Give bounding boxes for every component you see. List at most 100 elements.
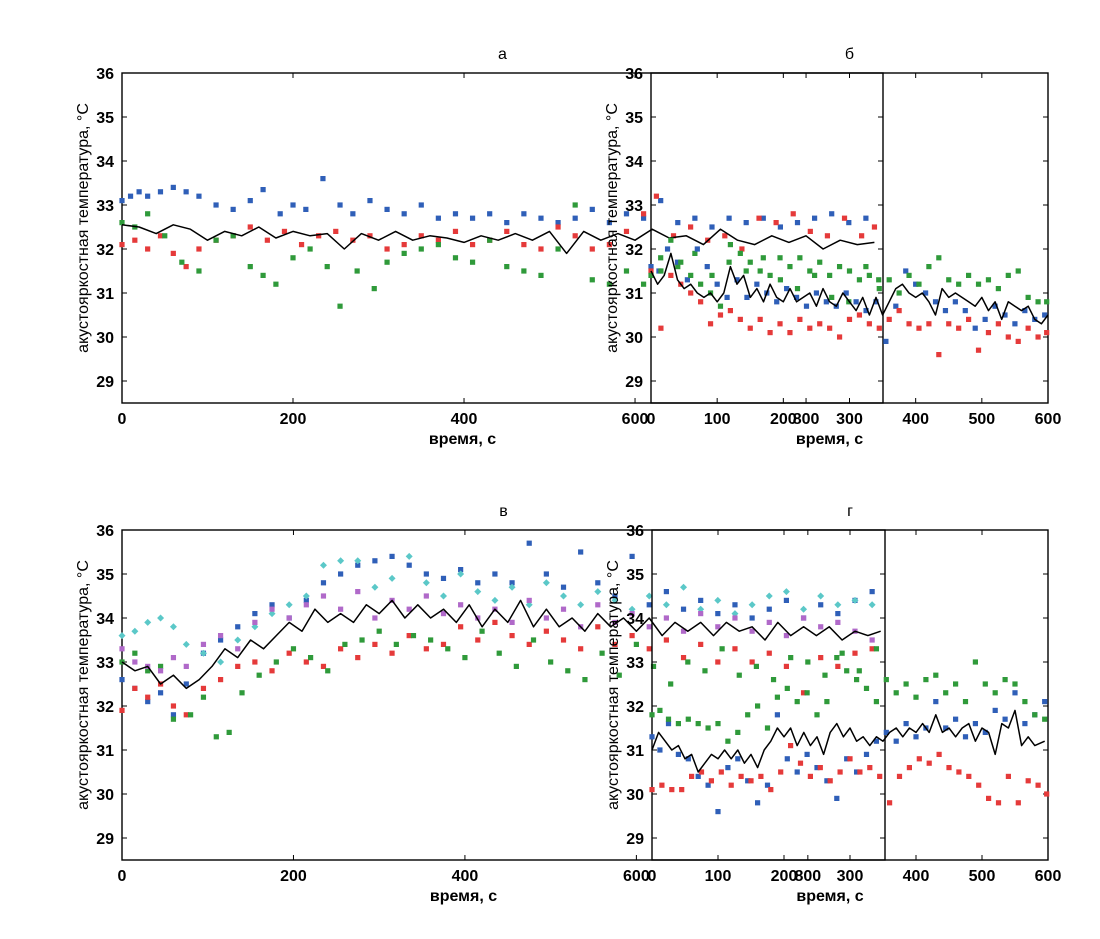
data-point <box>320 580 327 586</box>
data-point <box>649 712 655 718</box>
data-point <box>657 707 663 713</box>
data-point <box>732 646 738 652</box>
data-point <box>281 228 288 234</box>
data-point <box>1035 334 1041 340</box>
data-point <box>946 321 952 327</box>
data-point <box>350 211 356 217</box>
data-point <box>560 637 567 643</box>
data-point <box>663 589 669 595</box>
data-point <box>458 602 464 608</box>
data-point <box>251 623 259 631</box>
plot-frame <box>121 72 884 404</box>
data-point <box>440 611 447 617</box>
data-point <box>213 734 219 740</box>
data-point <box>479 628 485 634</box>
y-tick-label: 30 <box>96 787 114 804</box>
data-point <box>975 347 982 353</box>
data-point <box>675 220 681 226</box>
y-tick-label: 29 <box>96 831 114 848</box>
data-point <box>452 211 459 217</box>
data-point <box>975 281 982 287</box>
data-point <box>389 650 395 656</box>
data-point <box>1015 800 1021 806</box>
data-point <box>307 246 313 252</box>
data-point <box>338 646 344 652</box>
data-point <box>738 773 744 779</box>
data-point <box>320 593 327 599</box>
data-point <box>823 299 829 305</box>
data-point <box>389 553 395 559</box>
data-point <box>774 299 780 305</box>
data-point <box>800 615 807 621</box>
plot-frame <box>651 529 1049 861</box>
data-point <box>866 272 872 278</box>
data-point <box>376 628 382 634</box>
data-point <box>869 589 875 595</box>
x-tick-label: 600 <box>1035 868 1062 885</box>
data-point <box>290 255 296 261</box>
data-point <box>743 220 749 226</box>
data-point <box>157 663 164 669</box>
panel-2: в 29 30 31 32 33 34 35 36 0 200 400 600 800 время, с ак… <box>75 503 886 905</box>
data-point <box>783 663 790 669</box>
data-point <box>440 575 447 581</box>
data-point <box>757 268 763 274</box>
y-axis-label: акустояркостная температура, °С <box>605 560 622 810</box>
data-point <box>768 787 774 793</box>
data-point <box>303 206 309 212</box>
data-point <box>896 308 902 314</box>
data-point <box>784 286 790 292</box>
data-point <box>827 325 833 331</box>
data-point <box>982 729 988 735</box>
data-point <box>648 272 654 278</box>
data-point <box>995 286 1001 292</box>
data-point <box>384 259 390 265</box>
data-point <box>757 316 763 322</box>
data-point <box>736 672 742 678</box>
data-point <box>303 659 309 665</box>
data-point <box>877 773 883 779</box>
data-point <box>119 220 125 226</box>
series-1 <box>648 268 1050 358</box>
data-point <box>492 619 498 625</box>
data-point <box>906 272 912 278</box>
data-point <box>119 198 125 204</box>
data-point <box>200 694 207 700</box>
data-point <box>972 325 978 331</box>
data-point <box>354 557 362 565</box>
data-point <box>132 659 138 665</box>
data-point <box>886 277 892 283</box>
data-point <box>793 294 800 300</box>
data-point <box>668 681 674 687</box>
data-point <box>844 668 850 674</box>
y-tick-label: 31 <box>626 743 644 760</box>
data-point <box>814 765 820 771</box>
data-point <box>565 668 571 674</box>
data-point <box>873 699 879 705</box>
data-point <box>401 242 407 248</box>
data-point <box>692 215 698 221</box>
data-point <box>876 277 882 283</box>
data-point <box>788 655 794 661</box>
data-point <box>183 681 189 687</box>
data-point <box>337 202 343 208</box>
data-point <box>794 699 800 705</box>
x-tick-label: 800 <box>794 868 821 885</box>
data-point <box>824 778 830 784</box>
data-point <box>839 650 845 656</box>
y-tick-label: 35 <box>626 567 644 584</box>
data-point <box>401 250 407 256</box>
data-point <box>179 259 185 265</box>
x-tick-label: 600 <box>622 411 649 428</box>
data-point <box>119 677 125 683</box>
data-point <box>337 557 345 565</box>
data-point <box>170 712 177 718</box>
data-point <box>766 619 772 625</box>
data-point <box>252 659 258 665</box>
data-point <box>298 242 305 248</box>
data-point <box>766 650 772 656</box>
data-point <box>371 583 379 591</box>
data-point <box>726 215 732 221</box>
data-point <box>577 601 585 609</box>
data-point <box>548 659 554 665</box>
